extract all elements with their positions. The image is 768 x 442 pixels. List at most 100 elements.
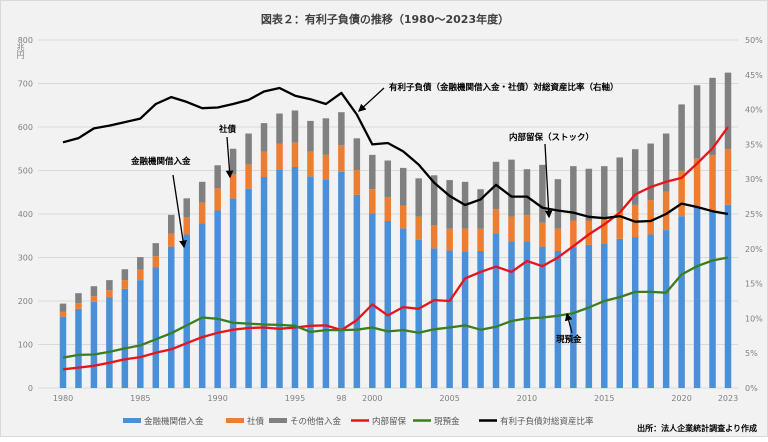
bar-ed7d31	[554, 228, 562, 251]
bar-ed7d31	[601, 219, 608, 244]
bar-ed7d31	[260, 151, 268, 178]
bar-4a90d9	[554, 250, 562, 388]
bar-ed7d31	[399, 205, 407, 229]
bar-808080	[693, 85, 701, 159]
y2-tick-label: 45%	[745, 71, 763, 80]
y-tick-label: 500	[18, 167, 33, 176]
bar-808080	[662, 133, 670, 192]
bar-ed7d31	[430, 225, 438, 249]
line-series	[62, 86, 729, 223]
bar-808080	[616, 157, 623, 211]
bar-ed7d31	[338, 145, 345, 172]
x-tick-label: 1985	[130, 394, 150, 403]
bar-ed7d31	[214, 188, 221, 211]
bar-808080	[291, 110, 299, 143]
x-tick-label: 1990	[207, 394, 227, 403]
bar-ed7d31	[75, 303, 82, 309]
bar-4a90d9	[570, 247, 577, 388]
bar-4a90d9	[90, 301, 98, 388]
bar-4a90d9	[678, 216, 685, 388]
y2-tick-label: 20%	[745, 245, 763, 254]
bar-4a90d9	[477, 250, 484, 388]
bar-ed7d31	[152, 256, 160, 268]
bar-4a90d9	[291, 167, 299, 388]
bar-808080	[601, 166, 608, 220]
bar-808080	[477, 189, 484, 229]
bar-4a90d9	[601, 243, 608, 388]
annotation-arrow	[564, 312, 573, 334]
y-tick-label: 200	[18, 297, 33, 306]
y2-tick-label: 0%	[745, 384, 758, 393]
bar-4a90d9	[198, 223, 206, 388]
y2-tick-label: 15%	[745, 280, 763, 289]
bar-4a90d9	[322, 179, 330, 388]
x-tick-label: 98	[336, 394, 346, 403]
bar-808080	[508, 159, 515, 217]
legend-swatch	[123, 418, 141, 423]
bar-4a90d9	[430, 248, 438, 388]
bar-ed7d31	[693, 158, 701, 208]
bar-808080	[585, 168, 593, 221]
bar-808080	[106, 280, 113, 291]
bar-808080	[198, 181, 206, 203]
bar-ed7d31	[121, 280, 129, 289]
bar-808080	[446, 180, 453, 229]
annotation-arrow	[172, 174, 187, 249]
annotation-label: 有利子負債（金融機関借入金・社債）対総資産比率（右軸）	[389, 82, 619, 93]
bar-ed7d31	[709, 155, 716, 212]
bar-808080	[59, 303, 67, 312]
legend-swatch	[226, 418, 244, 423]
bar-808080	[229, 148, 237, 175]
bar-ed7d31	[322, 154, 330, 180]
bar-ed7d31	[245, 164, 252, 189]
bar-4a90d9	[508, 241, 515, 388]
annotation-arrow	[544, 143, 553, 219]
bar-ed7d31	[59, 311, 67, 317]
bar-4a90d9	[446, 250, 453, 388]
bar-808080	[399, 167, 407, 206]
bar-4a90d9	[523, 241, 531, 388]
annotation-arrow	[358, 87, 385, 112]
bar-ed7d31	[384, 197, 392, 221]
y2-tick-label: 5%	[745, 349, 758, 358]
bar-4a90d9	[662, 230, 670, 388]
y2-tick-label: 50%	[745, 36, 763, 45]
bar-4a90d9	[307, 176, 314, 388]
y-tick-label: 400	[18, 210, 33, 219]
bar-4a90d9	[647, 234, 654, 388]
bar-4a90d9	[276, 169, 283, 388]
legend-label: 現預金	[434, 416, 460, 427]
bar-808080	[523, 169, 531, 216]
bar-808080	[121, 269, 129, 281]
bar-ed7d31	[229, 174, 237, 199]
bar-4a90d9	[585, 244, 593, 388]
bar-808080	[631, 149, 639, 205]
bar-808080	[90, 286, 98, 297]
line-series	[62, 126, 729, 371]
bar-ed7d31	[492, 209, 500, 234]
y-axis-label: 兆円	[16, 43, 25, 59]
bar-ed7d31	[291, 142, 299, 168]
bar-4a90d9	[338, 171, 345, 388]
bar-ed7d31	[198, 202, 206, 224]
bar-808080	[276, 113, 283, 144]
bar-4a90d9	[183, 234, 190, 388]
y2-tick-label: 40%	[745, 106, 763, 115]
line-series	[62, 256, 729, 359]
bar-808080	[554, 179, 562, 229]
bar-808080	[724, 72, 732, 150]
annotation-label: 社債	[218, 124, 237, 135]
bar-4a90d9	[693, 207, 701, 388]
bar-808080	[430, 175, 438, 226]
y2-tick-label: 30%	[745, 175, 763, 184]
bar-808080	[168, 214, 175, 234]
bar-ed7d31	[616, 210, 623, 239]
bar-808080	[137, 257, 144, 270]
bar-4a90d9	[229, 198, 237, 388]
bar-4a90d9	[245, 188, 252, 388]
bar-4a90d9	[260, 177, 268, 388]
bar-808080	[539, 164, 546, 223]
y2-tick-label: 10%	[745, 314, 763, 323]
